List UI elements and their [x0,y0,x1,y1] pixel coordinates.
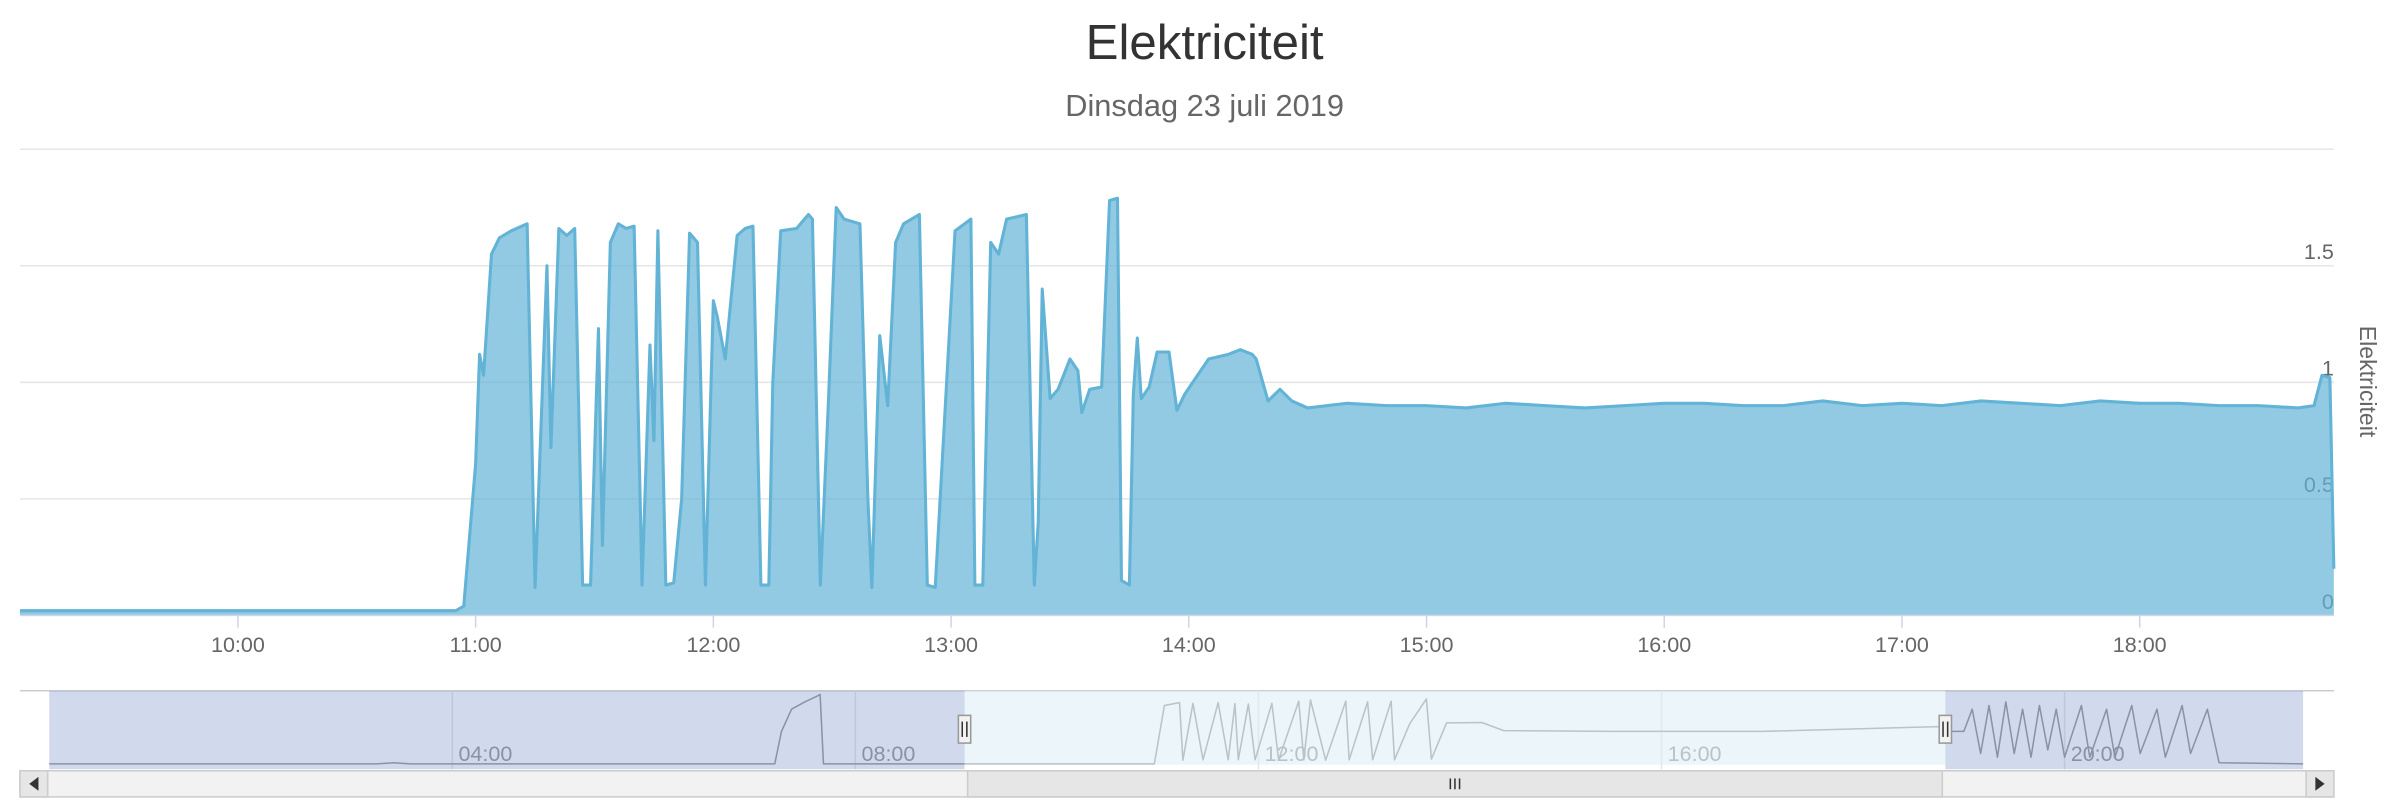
handle-body [957,714,972,744]
navigator-tick-label: 04:00 [458,742,512,766]
x-tick-label: 14:00 [1162,633,1216,657]
navigator-handle-left[interactable] [957,714,972,744]
scrollbar-thumb[interactable] [966,770,1944,798]
x-tick-label: 11:00 [450,633,502,657]
x-tick-label: 15:00 [1400,633,1454,657]
x-tick-label: 12:00 [686,633,740,657]
x-tick-label: 13:00 [924,633,978,657]
main-plot: 00.511.510:0011:0012:0013:0014:0015:0016… [20,196,2336,657]
x-tick-label: 17:00 [1875,633,1929,657]
area-line [20,196,2336,613]
chart-subtitle: Dinsdag 23 juli 2019 [1065,88,1344,123]
scrollbar[interactable] [19,770,2335,798]
scroll-right-arrow [2315,776,2325,791]
y-tick-label: 1 [2322,357,2334,381]
x-tick-label: 10:00 [211,633,265,657]
handle-body [1938,714,1953,744]
navigator-selection [964,690,1946,765]
area-fill [20,198,2334,616]
navigator-tick-label: 08:00 [862,742,916,766]
navigator-mask-left [49,690,965,770]
scroll-left-arrow [29,776,39,791]
y-axis-title: Elektriciteit [2355,326,2381,438]
x-tick-label: 16:00 [1637,633,1691,657]
navigator-mask-right [1945,690,2304,770]
navigator-handle-right[interactable] [1938,714,1953,744]
chart-title: Elektriciteit [1086,15,1324,70]
y-tick-label: 1.5 [2304,240,2334,264]
x-tick-label: 18:00 [2113,633,2167,657]
